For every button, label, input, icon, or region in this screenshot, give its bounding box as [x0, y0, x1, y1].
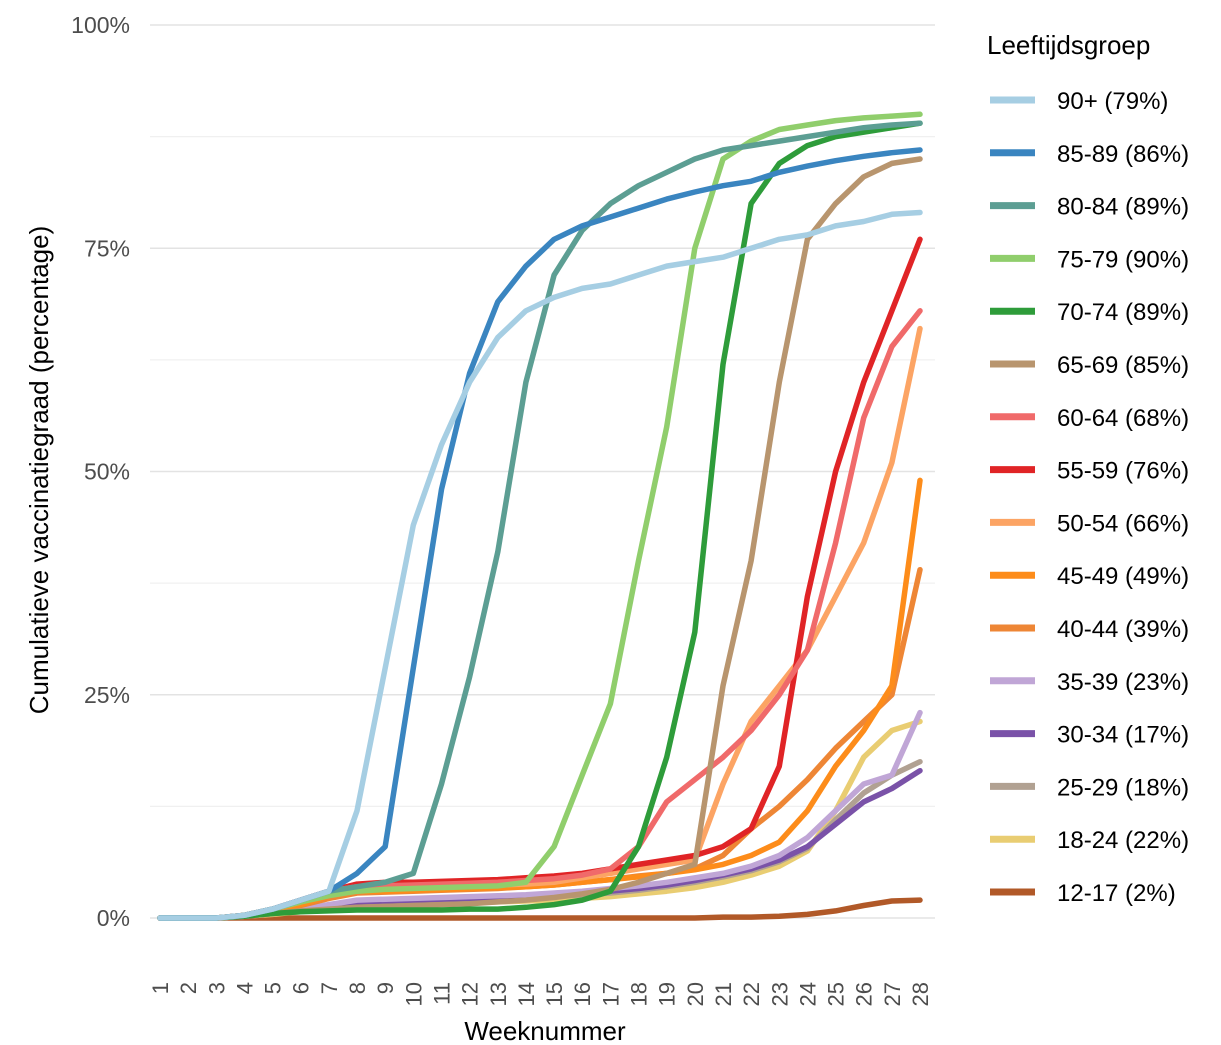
- legend-label: 35-39 (23%): [1057, 669, 1189, 696]
- x-tick-label: 20: [683, 982, 708, 1006]
- legend-label: 55-59 (76%): [1057, 458, 1189, 485]
- x-tick-label: 4: [232, 982, 257, 994]
- y-axis-title: Cumulatieve vaccinatiegraad (percentage): [24, 226, 54, 715]
- legend-label: 25-29 (18%): [1057, 774, 1189, 801]
- x-tick-label: 22: [739, 982, 764, 1006]
- x-tick-label: 27: [880, 982, 905, 1006]
- x-tick-label: 18: [627, 982, 652, 1006]
- series-line-12-17: [157, 897, 923, 921]
- x-tick-label: 6: [289, 982, 314, 994]
- x-tick-label: 24: [795, 982, 820, 1006]
- x-tick-label: 10: [401, 982, 426, 1006]
- x-tick-label: 25: [824, 982, 849, 1006]
- x-tick-label: 5: [261, 982, 286, 994]
- grid-layer: [150, 24, 935, 919]
- x-tick-label: 8: [345, 982, 370, 994]
- legend-label: 85-89 (86%): [1057, 141, 1189, 168]
- y-tick-label: 100%: [71, 12, 130, 38]
- x-tick-label: 13: [486, 982, 511, 1006]
- legend-label: 65-69 (85%): [1057, 352, 1189, 379]
- y-axis: 0% 25% 50% 75% 100%: [71, 12, 130, 931]
- series-line-65-69: [157, 156, 923, 921]
- y-tick-label: 75%: [84, 235, 130, 261]
- x-tick-label: 14: [514, 982, 539, 1006]
- x-axis-title: Weeknummer: [464, 1016, 626, 1045]
- series-line-85-89: [157, 147, 923, 921]
- x-tick-label: 9: [373, 982, 398, 994]
- x-tick-label: 1: [148, 982, 173, 994]
- legend-label: 12-17 (2%): [1057, 880, 1176, 907]
- y-tick-label: 0%: [97, 905, 130, 931]
- x-tick-label: 15: [542, 982, 567, 1006]
- x-axis: 1 2 3 4 5 6 7 8 9 10 11 12 13 14 15 16 17 18 19 20 21 22 23 24 2…: [148, 982, 933, 1006]
- x-tick-label: 28: [908, 982, 933, 1006]
- legend-label: 70-74 (89%): [1057, 299, 1189, 326]
- x-tick-label: 11: [429, 982, 454, 1005]
- legend-label: 50-54 (66%): [1057, 510, 1189, 537]
- legend-label: 18-24 (22%): [1057, 827, 1189, 854]
- legend: Leeftijdsgroep 90+ (79%) 85-89 (86%) 80-84…: [987, 30, 1189, 907]
- series-line-70-74: [157, 120, 923, 921]
- x-tick-label: 23: [767, 982, 792, 1006]
- legend-label: 40-44 (39%): [1057, 616, 1189, 643]
- legend-label: 30-34 (17%): [1057, 722, 1189, 749]
- x-tick-label: 7: [317, 982, 342, 994]
- x-tick-label: 26: [852, 982, 877, 1006]
- legend-label: 75-79 (90%): [1057, 246, 1189, 273]
- legend-label: 60-64 (68%): [1057, 405, 1189, 432]
- legend-label: 45-49 (49%): [1057, 563, 1189, 590]
- legend-label: 90+ (79%): [1057, 88, 1168, 115]
- series-layer: [157, 111, 923, 921]
- x-tick-label: 16: [570, 982, 595, 1006]
- y-tick-label: 25%: [84, 682, 130, 708]
- series-line-90-: [157, 209, 923, 921]
- x-tick-label: 3: [204, 982, 229, 994]
- x-tick-label: 21: [711, 982, 736, 1006]
- x-tick-label: 19: [655, 982, 680, 1006]
- series-line-50-54: [157, 325, 923, 921]
- legend-title: Leeftijdsgroep: [987, 30, 1150, 60]
- x-tick-label: 12: [458, 982, 483, 1006]
- x-tick-label: 17: [598, 982, 623, 1006]
- y-tick-label: 50%: [84, 459, 130, 485]
- x-tick-label: 2: [176, 982, 201, 994]
- legend-label: 80-84 (89%): [1057, 194, 1189, 221]
